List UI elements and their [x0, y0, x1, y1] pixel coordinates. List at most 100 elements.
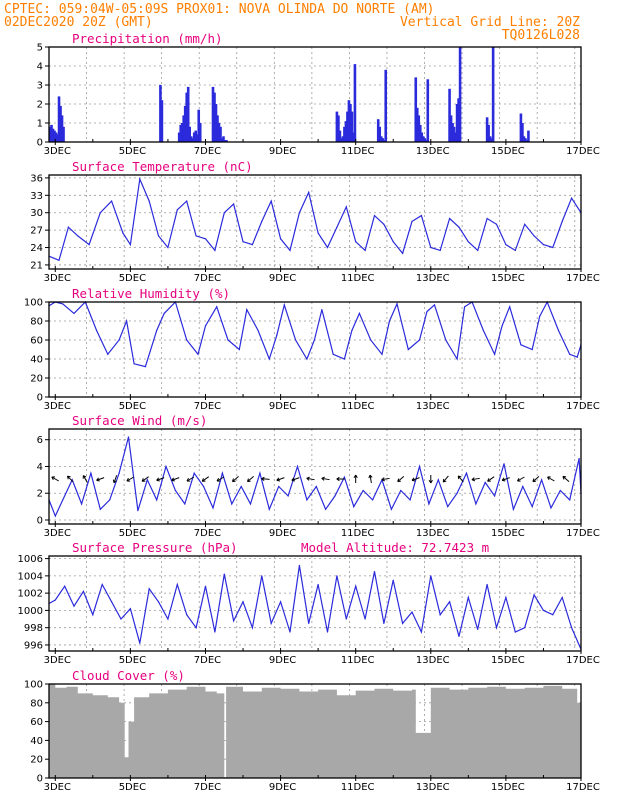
rh-point — [396, 303, 398, 305]
wind-arrow-shaft — [67, 475, 74, 483]
wind-arrow — [141, 476, 149, 482]
wind-point — [475, 503, 477, 505]
psfc-point — [186, 614, 188, 616]
rh-point — [186, 339, 188, 341]
rh-line — [48, 300, 582, 368]
temp-point — [392, 241, 394, 243]
temp-point — [317, 232, 319, 234]
wind-arrow-head — [306, 476, 310, 481]
x-tick-label: 17DEC — [566, 782, 600, 793]
psfc-point — [439, 614, 441, 616]
wind-point — [174, 489, 177, 492]
wind-arrow-head — [216, 477, 221, 482]
wind-arrow — [487, 476, 495, 482]
wind-point — [278, 485, 280, 488]
wind-arrow — [517, 476, 525, 482]
wind-arrow-shaft — [501, 477, 510, 481]
wind-arrow — [336, 476, 345, 482]
panel-rh: 0 20 40 60 80 100 3DEC 5DEC 7DEC 9DEC 11DEC 13DEC 15… — [24, 286, 600, 412]
wind-arrow — [156, 477, 165, 482]
wind-arrow-head — [501, 477, 506, 482]
wind-arrow-head — [261, 476, 265, 481]
temp-point — [439, 249, 441, 252]
psfc-point — [430, 575, 432, 577]
wind-point — [184, 503, 186, 505]
wind-arrow-head — [368, 474, 373, 479]
psfc-point — [167, 618, 169, 620]
wind-arrow-shaft — [291, 477, 300, 481]
x-tick-label: 15DEC — [491, 655, 525, 666]
precip-bar — [457, 98, 460, 142]
psfc-point — [524, 627, 526, 629]
precip-bar — [352, 132, 355, 142]
wind-arrow-shaft — [321, 477, 330, 481]
precip-bar — [341, 136, 345, 142]
psfc-point — [383, 622, 385, 624]
rh-point — [332, 353, 334, 355]
rh-point — [268, 358, 270, 360]
temp-point — [364, 249, 366, 252]
wind-arrow-shaft — [126, 476, 135, 482]
x-tick-label: 3DEC — [44, 146, 71, 157]
psfc-point — [270, 622, 272, 624]
psfc-point — [279, 601, 282, 603]
wind-point — [540, 479, 543, 481]
rh-point — [557, 329, 560, 332]
wind-point — [137, 510, 139, 512]
wind-arrow-shaft — [216, 476, 225, 482]
wind-point — [212, 507, 214, 509]
temp-point — [223, 212, 225, 214]
panel-title-temp: Surface Temperature (nC) — [72, 159, 253, 174]
wind-arrow-head — [201, 478, 206, 482]
temp-point — [129, 244, 131, 246]
wind-point — [456, 492, 458, 494]
wind-arrow-head — [156, 477, 160, 482]
precip-bar — [490, 138, 493, 142]
wind-point — [315, 485, 317, 488]
wind-arrow-head — [82, 475, 87, 479]
wind-arrow-head — [411, 477, 416, 482]
wind-arrow — [381, 477, 390, 482]
temp-point — [477, 249, 479, 252]
precip-bar — [56, 134, 59, 142]
psfc-point — [195, 627, 197, 629]
y-tick-label: 0 — [37, 138, 43, 149]
precip-bar — [225, 140, 228, 142]
panel-frame — [48, 174, 582, 270]
temp-point — [122, 232, 124, 234]
temp-point — [448, 217, 451, 220]
precip-bar — [485, 117, 489, 142]
wind-point — [249, 503, 252, 505]
wind-point — [343, 476, 346, 478]
precip-bar — [343, 126, 346, 142]
wind-arrow-head — [487, 478, 491, 482]
psfc-point — [64, 585, 66, 587]
x-tick-label: 13DEC — [416, 528, 450, 539]
rh-point — [95, 329, 98, 332]
psfc-point — [467, 596, 469, 599]
rh-point — [370, 339, 372, 341]
precip-bar — [350, 111, 354, 142]
x-tick-label: 3DEC — [44, 782, 71, 793]
y-tick-label: 100 — [24, 298, 43, 309]
rh-point — [351, 329, 353, 332]
psfc-point — [486, 583, 488, 586]
wind-arrow — [291, 477, 300, 482]
precip-bar — [346, 111, 349, 142]
temp-point — [176, 209, 178, 211]
rh-point — [126, 320, 128, 322]
panel-title-cloud: Cloud Cover (%) — [72, 668, 185, 683]
temp-point — [373, 215, 376, 217]
panel-annotation-psfc: Model Altitude: 72.7423 m — [301, 540, 489, 555]
wind-arrow-shaft — [442, 475, 449, 483]
wind-arrow-head — [321, 476, 325, 481]
psfc-point — [317, 583, 319, 586]
psfc-point — [110, 601, 113, 603]
panel-frame — [48, 46, 582, 143]
wind-arrow-head — [428, 480, 433, 484]
y-tick-label: 0 — [37, 515, 43, 526]
temp-point — [345, 206, 347, 208]
y-tick-label: 21 — [30, 260, 43, 271]
rh-point — [62, 303, 64, 305]
x-tick-label: 5DEC — [119, 528, 146, 539]
